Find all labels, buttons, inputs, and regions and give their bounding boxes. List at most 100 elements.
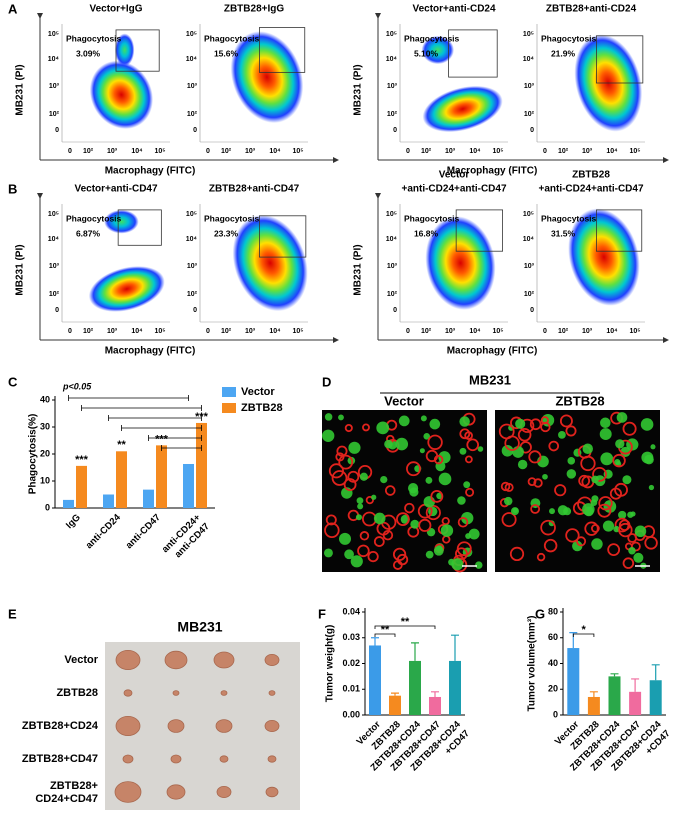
- x-tick-label: 10³: [445, 328, 456, 335]
- cell-red: [559, 414, 573, 428]
- y-tick-label: 0: [530, 127, 534, 134]
- y-tick-label: 10⁵: [386, 211, 397, 218]
- legend-swatch: [222, 403, 236, 413]
- gate-percent: 5.10%: [414, 48, 439, 58]
- cell-red: [373, 536, 385, 547]
- cell-red: [359, 531, 370, 541]
- cell-green: [438, 472, 452, 486]
- y-tick-label: 0.01: [342, 684, 360, 694]
- x-tick-label: 10⁵: [492, 328, 503, 335]
- bar: [196, 422, 207, 508]
- x-tick-label: 10³: [582, 148, 593, 155]
- row-label: ZBTB28+: [50, 780, 98, 792]
- y-tick-label: 10⁵: [186, 31, 197, 38]
- cell-green: [630, 511, 636, 517]
- cell-green: [373, 512, 386, 525]
- error-bar: [631, 678, 640, 692]
- cell-green: [613, 525, 620, 533]
- cell-red: [427, 434, 443, 450]
- bar: [156, 445, 167, 508]
- gate-label: Phagocytosis: [204, 213, 260, 223]
- x-tick-label: 10⁵: [492, 148, 503, 155]
- y-tick-label: 0: [193, 127, 197, 134]
- cell-green: [640, 418, 654, 431]
- tumor: [115, 716, 141, 737]
- density-blob: [114, 33, 135, 67]
- gate: [596, 209, 643, 252]
- y-tick-label: 10⁴: [186, 236, 198, 243]
- plot-title: Vector+anti-CD24: [412, 4, 496, 15]
- y-tick-label: 10⁵: [523, 31, 534, 38]
- group-label: MB231: [469, 372, 511, 387]
- cell-red: [441, 516, 450, 526]
- bar: [409, 660, 421, 715]
- error-bar: [371, 637, 379, 646]
- cell-green: [622, 475, 632, 485]
- cell-red: [331, 470, 348, 486]
- gate-label: Phagocytosis: [66, 33, 122, 43]
- legend-swatch: [222, 387, 236, 397]
- x-tick-label: 10⁴: [131, 328, 143, 335]
- cell-green: [371, 494, 377, 500]
- cell-green: [618, 510, 627, 520]
- cell-red: [347, 470, 360, 483]
- y-tick-label: 0: [55, 127, 59, 134]
- y-tick-label: 10³: [387, 83, 398, 90]
- gate: [455, 209, 504, 252]
- tumor: [114, 781, 142, 803]
- y-tick-label: 0: [393, 307, 397, 314]
- y-tick-label: 80: [548, 606, 558, 616]
- bracket: [374, 633, 396, 637]
- gate-percent: 3.09%: [76, 48, 101, 58]
- cell-green: [591, 538, 603, 550]
- y-tick-label: 10²: [387, 291, 398, 298]
- cell-red: [464, 455, 473, 464]
- gate: [596, 35, 644, 84]
- x-tick-label: 10³: [245, 328, 256, 335]
- x-tick-label: anti-CD47: [124, 512, 163, 551]
- legend-label: ZBTB28: [241, 402, 283, 414]
- cell-red: [540, 519, 556, 536]
- cell-red: [464, 431, 473, 440]
- x-tick-label: 0: [68, 328, 72, 335]
- bar: [63, 499, 74, 508]
- cell-red: [459, 428, 471, 440]
- cell-red: [338, 454, 354, 470]
- cell-green: [323, 548, 333, 558]
- x-tick-label: 0: [406, 328, 410, 335]
- cell-green: [566, 469, 577, 479]
- cell-red: [367, 550, 379, 563]
- bar: [629, 691, 642, 715]
- cell-green: [459, 447, 467, 455]
- cell-green: [451, 558, 464, 571]
- significance: ***: [155, 433, 169, 445]
- significance: **: [401, 616, 410, 628]
- y-tick-label: 40: [548, 658, 558, 668]
- cell-green: [549, 508, 555, 515]
- cell-red: [528, 450, 542, 464]
- x-tick-label: 10³: [445, 148, 456, 155]
- cell-red: [509, 546, 525, 562]
- cell-green: [600, 417, 611, 429]
- gate: [117, 209, 162, 246]
- bar: [389, 695, 401, 715]
- row-label: ZBTB28+CD24: [22, 720, 99, 732]
- cell-red: [425, 504, 441, 521]
- y-tick-label: 10²: [524, 111, 535, 118]
- cell-green: [615, 439, 625, 449]
- y-tick-label: 10³: [187, 263, 198, 270]
- y-tick-label: 10³: [187, 83, 198, 90]
- cell-red: [576, 536, 587, 547]
- cell-green: [567, 457, 576, 465]
- cell-red: [565, 425, 577, 437]
- legend-label: Vector: [241, 386, 275, 398]
- x-tick-label: 0: [543, 148, 547, 155]
- gate-percent: 6.87%: [76, 228, 101, 238]
- x-tick-label: 10²: [421, 148, 432, 155]
- cell-red: [392, 547, 407, 561]
- bar: [76, 465, 87, 508]
- y-tick-label: 10³: [49, 263, 60, 270]
- cell-green: [620, 446, 631, 457]
- error-bar: [651, 664, 660, 681]
- cell-red: [362, 423, 370, 432]
